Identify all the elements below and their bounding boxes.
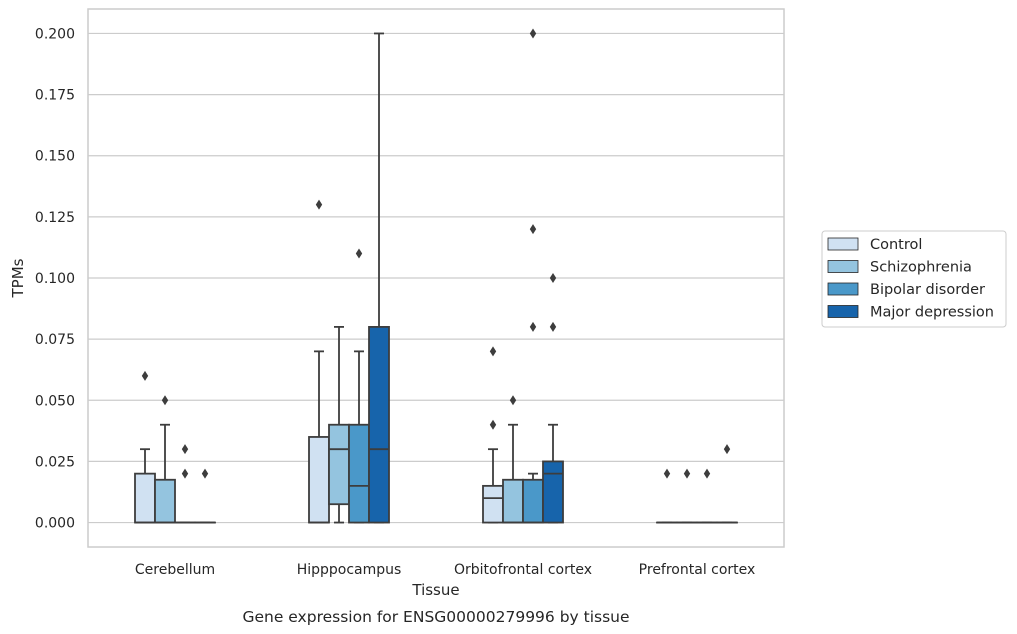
box-body xyxy=(502,478,524,524)
x-tick-labels: Cerebellum Hipppocampus Orbitofrontal cort… xyxy=(135,562,755,578)
legend-label: Major depression xyxy=(870,305,994,321)
box-control xyxy=(308,199,330,524)
legend-swatch xyxy=(827,305,859,318)
outlier-marker xyxy=(723,444,731,455)
outlier-marker xyxy=(663,468,671,479)
x-tick-label: Prefrontal cortex xyxy=(639,562,756,578)
outlier-marker xyxy=(489,419,497,430)
x-tick-label: Cerebellum xyxy=(135,562,215,578)
y-tick-label: 0.100 xyxy=(35,271,75,287)
y-tick-label: 0.075 xyxy=(35,332,75,348)
outlier-marker xyxy=(549,321,557,332)
outlier-marker xyxy=(529,321,537,332)
outlier-marker xyxy=(201,468,209,479)
outlier-marker xyxy=(509,395,517,406)
box-body xyxy=(522,478,544,524)
box-schizophrenia xyxy=(502,395,524,524)
box-body xyxy=(542,460,564,524)
box-major-depression xyxy=(194,468,216,524)
y-tick-label: 0.050 xyxy=(35,393,75,409)
y-tick-label: 0.000 xyxy=(35,516,75,532)
box-schizophrenia xyxy=(328,326,350,524)
y-axis-label: TPMs xyxy=(9,258,27,298)
chart-caption: Gene expression for ENSG00000279996 by t… xyxy=(242,608,629,626)
box-groups xyxy=(134,28,738,524)
y-tick-labels: 0.000 0.025 0.050 0.075 0.100 0.125 0.150 0.175… xyxy=(35,26,75,531)
outlier-marker xyxy=(141,370,149,381)
outlier-marker xyxy=(315,199,323,210)
box-body xyxy=(348,423,370,524)
y-tick-label: 0.150 xyxy=(35,149,75,165)
box-body xyxy=(368,326,390,524)
outlier-marker xyxy=(489,346,497,357)
box-schizophrenia xyxy=(154,395,176,524)
box-control xyxy=(656,468,678,524)
outlier-marker xyxy=(529,224,537,235)
outlier-marker xyxy=(529,28,537,39)
legend-swatch xyxy=(827,237,859,251)
x-tick-label: Hipppocampus xyxy=(297,562,402,578)
box-body xyxy=(328,423,350,506)
outlier-marker xyxy=(161,395,169,406)
legend-frame xyxy=(821,230,1007,328)
outlier-marker xyxy=(683,468,691,479)
legend-swatch xyxy=(827,260,859,273)
outlier-marker xyxy=(355,248,363,259)
box-major-depression xyxy=(716,444,738,524)
legend: Control Schizophrenia Bipolar disorder Majo… xyxy=(821,230,1007,328)
box-major-depression xyxy=(542,273,564,524)
legend-label: Control xyxy=(870,237,922,253)
y-tick-label: 0.175 xyxy=(35,88,75,104)
outlier-marker xyxy=(549,273,557,283)
box-major-depression xyxy=(368,32,390,524)
y-tick-label: 0.200 xyxy=(35,26,75,42)
x-tick-label: Orbitofrontal cortex xyxy=(454,562,592,578)
legend-label: Schizophrenia xyxy=(870,260,972,276)
y-tick-label: 0.025 xyxy=(35,454,75,470)
outlier-marker xyxy=(181,444,189,455)
x-axis-label: Tissue xyxy=(411,581,459,599)
box-control xyxy=(134,370,156,524)
box-bipolar-disorder xyxy=(696,468,718,524)
box-body xyxy=(134,472,156,524)
box-body xyxy=(154,478,176,524)
outlier-marker xyxy=(181,468,189,479)
box-body xyxy=(482,484,504,524)
outlier-marker xyxy=(703,468,711,479)
legend-swatch xyxy=(827,282,859,296)
y-tick-label: 0.125 xyxy=(35,210,75,226)
box-body xyxy=(308,436,330,524)
legend-label: Bipolar disorder xyxy=(870,282,985,298)
box-control xyxy=(482,346,504,524)
